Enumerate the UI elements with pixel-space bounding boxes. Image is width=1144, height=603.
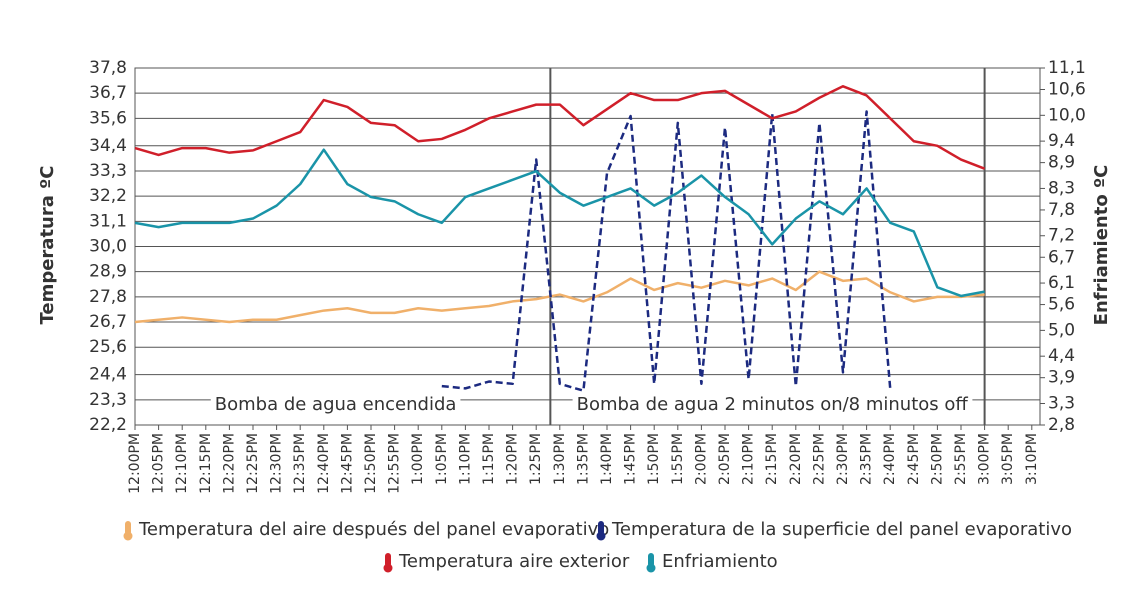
- legend-item: Temperatura aire exterior: [383, 551, 630, 573]
- y2-tick-label: 6,7: [1048, 247, 1075, 267]
- annotation-bg: [572, 394, 973, 415]
- y2-tick-label: 5,6: [1048, 295, 1075, 315]
- y2-tick-label: 9,4: [1048, 131, 1075, 151]
- x-tick-label: 12:35PM: [292, 433, 308, 494]
- y2-tick-label: 8,9: [1048, 153, 1075, 173]
- x-tick-label: 2:55PM: [953, 433, 969, 485]
- x-tick-label: 1:50PM: [646, 433, 662, 485]
- legend-icon: [598, 521, 604, 535]
- x-tick-label: 1:00PM: [410, 433, 426, 485]
- y-tick-label: 35,6: [89, 108, 127, 128]
- x-tick-label: 1:05PM: [434, 433, 450, 485]
- series-line: [134, 85, 986, 170]
- y-tick-label: 32,2: [89, 186, 127, 206]
- x-tick-label: 2:10PM: [741, 433, 757, 485]
- y2-tick-label: 7,8: [1048, 200, 1075, 220]
- y2-tick-label: 2,8: [1048, 415, 1075, 435]
- x-tick-label: 12:00PM: [127, 433, 143, 494]
- x-tick-label: 12:55PM: [387, 433, 403, 494]
- y2-tick-label: 4,4: [1048, 346, 1075, 366]
- x-tick-label: 1:40PM: [599, 433, 615, 485]
- y-tick-label: 23,3: [89, 390, 127, 410]
- x-tick-label: 12:30PM: [269, 433, 285, 494]
- x-tick-label: 12:40PM: [316, 433, 332, 494]
- x-tick-label: 3:05PM: [1000, 433, 1016, 485]
- x-tick-label: 1:25PM: [528, 433, 544, 485]
- legend-label: Temperatura del aire después del panel e…: [138, 519, 609, 540]
- y-tick-label: 26,7: [89, 312, 127, 332]
- x-tick-label: 12:10PM: [174, 433, 190, 494]
- legend-icon-bulb: [646, 563, 656, 573]
- x-tick-label: 1:15PM: [481, 433, 497, 485]
- y-tick-label: 34,4: [89, 136, 127, 156]
- legend-label: Temperatura de la superficie del panel e…: [611, 519, 1072, 540]
- legend-icon-bulb: [383, 563, 393, 573]
- x-tick-label: 2:40PM: [882, 433, 898, 485]
- y2-tick-label: 8,3: [1048, 178, 1075, 198]
- plot-frame: [134, 67, 1041, 426]
- legend-icon-bulb: [596, 531, 606, 541]
- y-tick-label: 37,8: [89, 58, 127, 78]
- y2-tick-label: 3,9: [1048, 368, 1075, 388]
- legend-label: Enfriamiento: [662, 551, 778, 572]
- x-tick-label: 2:05PM: [717, 433, 733, 485]
- legend-item: Temperatura de la superficie del panel e…: [596, 519, 1072, 541]
- legend-icon: [648, 553, 654, 567]
- y-tick-label: 31,1: [89, 211, 127, 231]
- y2-tick-label: 11,1: [1048, 58, 1086, 78]
- x-tick-label: 12:05PM: [151, 433, 167, 494]
- legend-item: Enfriamiento: [646, 551, 778, 573]
- x-tick-label: 12:20PM: [221, 433, 237, 494]
- x-tick-label: 12:45PM: [339, 433, 355, 494]
- x-tick-label: 1:30PM: [552, 433, 568, 485]
- series-line: [134, 270, 985, 324]
- x-tick-label: 2:45PM: [906, 433, 922, 485]
- legend-icon: [125, 521, 131, 535]
- x-tick-label: 3:10PM: [1024, 433, 1040, 485]
- y-tick-label: 30,0: [89, 237, 127, 257]
- series-line: [134, 148, 985, 298]
- annotation: Bomba de agua encendida: [215, 394, 457, 415]
- y-axis-title: Temperatura ºC: [37, 165, 58, 324]
- x-tick-label: 2:00PM: [693, 433, 709, 485]
- x-tick-label: 3:00PM: [977, 433, 993, 485]
- x-tick-label: 1:55PM: [670, 433, 686, 485]
- x-tick-label: 2:50PM: [929, 433, 945, 485]
- y2-tick-label: 7,2: [1048, 226, 1075, 246]
- y-tick-label: 28,9: [89, 262, 127, 282]
- legend-label: Temperatura aire exterior: [398, 551, 630, 572]
- x-tick-label: 12:25PM: [245, 433, 261, 494]
- y-tick-label: 22,2: [89, 415, 127, 435]
- series-line: [441, 110, 892, 392]
- x-tick-label: 12:50PM: [363, 433, 379, 494]
- y-tick-label: 27,8: [89, 287, 127, 307]
- y-tick-label: 36,7: [89, 83, 127, 103]
- y-tick-label: 25,6: [89, 337, 127, 357]
- legend-icon: [385, 553, 391, 567]
- legend-item: Temperatura del aire después del panel e…: [123, 519, 609, 541]
- x-tick-label: 12:15PM: [198, 433, 214, 494]
- x-tick-label: 1:10PM: [457, 433, 473, 485]
- legend-icon-bulb: [123, 531, 133, 541]
- y-tick-label: 24,4: [89, 365, 127, 385]
- y-tick-label: 33,3: [89, 161, 127, 181]
- x-tick-label: 2:35PM: [859, 433, 875, 485]
- y2-tick-label: 5,0: [1048, 320, 1075, 340]
- x-tick-label: 2:20PM: [788, 433, 804, 485]
- x-tick-label: 1:20PM: [505, 433, 521, 485]
- y2-tick-label: 6,1: [1048, 273, 1075, 293]
- y2-tick-label: 3,3: [1048, 393, 1075, 413]
- x-tick-label: 2:30PM: [835, 433, 851, 485]
- y2-axis-title: Enfriamiento ºC: [1091, 165, 1112, 326]
- y2-tick-label: 10,6: [1048, 80, 1086, 100]
- y2-tick-label: 10,0: [1048, 105, 1086, 125]
- x-tick-label: 2:25PM: [811, 433, 827, 485]
- annotation: Bomba de agua 2 minutos on/8 minutos off: [577, 394, 969, 415]
- x-tick-label: 1:45PM: [623, 433, 639, 485]
- annotation-bg: [210, 394, 461, 415]
- x-tick-label: 1:35PM: [575, 433, 591, 485]
- x-tick-label: 2:15PM: [764, 433, 780, 485]
